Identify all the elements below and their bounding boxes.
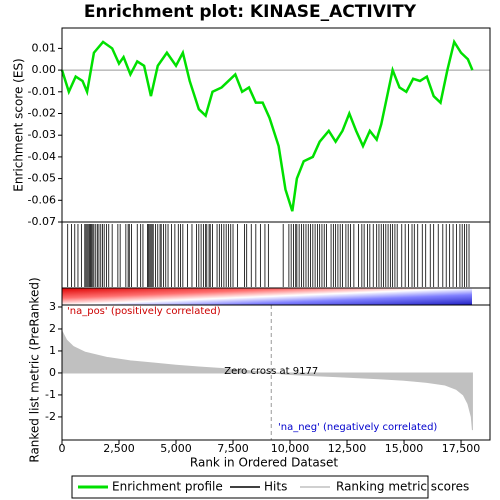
annotation: 'na_pos' (positively correlated) (67, 306, 221, 317)
y-tick-label: -0.06 (28, 193, 56, 206)
y-tick-label: -2 (45, 410, 56, 423)
y-tick-label: -0.05 (28, 172, 56, 185)
y-axis-title: Enrichment score (ES) (12, 58, 26, 191)
y-tick-label: 2 (49, 322, 56, 335)
metric-area (61, 330, 473, 431)
x-tick-label: 0 (59, 442, 66, 455)
annotation: 'na_neg' (negatively correlated) (278, 422, 437, 433)
y-tick-label: -0.01 (28, 85, 56, 98)
zero-cross-label: Zero cross at 9177 (224, 366, 318, 377)
x-tick-label: 15,000 (385, 442, 424, 455)
x-tick-label: 2,500 (103, 442, 135, 455)
y-tick-label: 0 (49, 366, 56, 379)
color-band (62, 288, 472, 305)
legend-label: Enrichment profile (112, 480, 223, 494)
x-tick-label: 5,000 (160, 442, 192, 455)
legend-label: Hits (264, 480, 287, 494)
legend: Enrichment profile Hits Ranking metric s… (71, 475, 469, 499)
y-tick-label: -0.04 (28, 150, 56, 163)
plot-frame (61, 27, 491, 441)
x-tick-label: 10,000 (271, 442, 310, 455)
legend-label: Ranking metric scores (336, 480, 469, 494)
y-tick-label: 0.00 (32, 63, 57, 76)
x-tick-label: 7,500 (217, 442, 249, 455)
es-line (60, 38, 474, 212)
chart-title: Enrichment plot: KINASE_ACTIVITY (84, 2, 417, 22)
y-tick-label: 0.01 (32, 41, 57, 54)
y-axis-title: Ranked list metric (PreRanked) (28, 277, 42, 462)
x-axis-title: Rank in Ordered Dataset (190, 456, 338, 470)
y-tick-label: -0.02 (28, 106, 56, 119)
y-tick-label: -0.07 (28, 215, 56, 228)
y-tick-label: 1 (49, 344, 56, 357)
x-tick-label: 17,500 (442, 442, 481, 455)
y-tick-label: 3 (49, 300, 56, 313)
x-tick-label: 12,500 (328, 442, 367, 455)
y-tick-label: -1 (45, 388, 56, 401)
y-tick-label: -0.03 (28, 128, 56, 141)
